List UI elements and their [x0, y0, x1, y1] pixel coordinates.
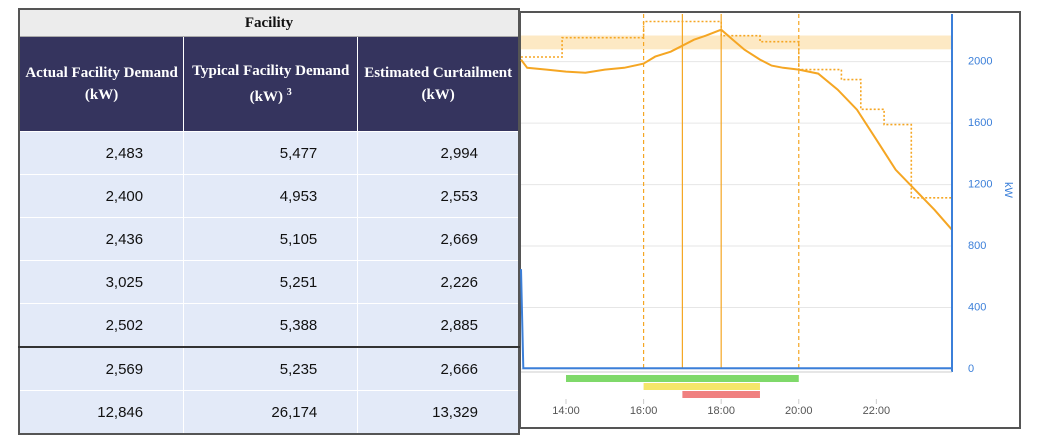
table-cell: 5,388	[183, 303, 359, 348]
y-tick-label: 2000	[968, 56, 992, 68]
table-cell: 2,436	[18, 217, 185, 261]
table-cell: 5,105	[183, 217, 359, 261]
time-range	[566, 375, 799, 382]
table-row: 12,846 26,174 13,329	[18, 390, 520, 435]
table-cell: 2,400	[18, 174, 185, 218]
y-tick-label: 800	[968, 240, 986, 252]
series-line	[521, 20, 952, 199]
header-text: Estimated Curtailment (kW)	[364, 65, 513, 103]
header-text: Typical Facility Demand (kW)	[192, 63, 350, 105]
table-cell: 2,502	[18, 303, 185, 348]
table-cell: 5,235	[183, 346, 359, 391]
table-row: 2,436 5,105 2,669	[18, 217, 520, 261]
y-tick-label: 1200	[968, 178, 992, 190]
table-cell: 2,226	[357, 260, 520, 304]
table-cell: 5,251	[183, 260, 359, 304]
footnote-mark: 3	[286, 87, 292, 98]
table-cell: 2,994	[357, 131, 520, 175]
table-row: 2,400 4,953 2,553	[18, 174, 520, 218]
table-cell: 4,953	[183, 174, 359, 218]
table-cell: 12,846	[18, 390, 185, 435]
x-tick-label: 18:00	[707, 405, 735, 417]
table-cell: 26,174	[183, 390, 359, 435]
time-range	[643, 383, 760, 390]
chart-frame	[519, 11, 1021, 429]
table-cell: 5,477	[183, 131, 359, 175]
table-row: 3,025 5,251 2,226	[18, 260, 520, 304]
series-line	[520, 269, 952, 370]
table-cell: 2,483	[18, 131, 185, 175]
x-tick-label: 16:00	[630, 405, 658, 417]
table-cell: 2,669	[357, 217, 520, 261]
time-range	[682, 391, 760, 398]
header-text: Actual Facility Demand (kW)	[25, 65, 178, 103]
facility-table: Facility Actual Facility Demand (kW) Typ…	[18, 8, 520, 435]
table-row: 2,502 5,388 2,885	[18, 303, 520, 348]
x-tick-label: 20:00	[785, 405, 813, 417]
column-header: Actual Facility Demand (kW)	[18, 36, 185, 132]
table-cell: 2,553	[357, 174, 520, 218]
table-cell: 3,025	[18, 260, 185, 304]
table-row: 2,569 5,235 2,666	[18, 346, 520, 391]
table-cell: 13,329	[357, 390, 520, 435]
y-tick-label: 400	[968, 301, 986, 313]
column-header: Typical Facility Demand (kW) 3	[183, 36, 359, 132]
series-line	[520, 28, 953, 231]
table-title: Facility	[18, 8, 520, 37]
table-row: 2,483 5,477 2,994	[18, 131, 520, 175]
x-tick-label: 22:00	[863, 405, 891, 417]
column-header: Estimated Curtailment (kW)	[357, 36, 520, 132]
y-tick-label: 1600	[968, 117, 992, 129]
y-tick-label: 0	[968, 363, 974, 375]
y-axis-label: kW	[1002, 182, 1014, 199]
x-tick-label: 14:00	[552, 405, 580, 417]
table-cell: 2,569	[18, 346, 185, 391]
table-cell: 2,885	[357, 303, 520, 348]
table-cell: 2,666	[357, 346, 520, 391]
